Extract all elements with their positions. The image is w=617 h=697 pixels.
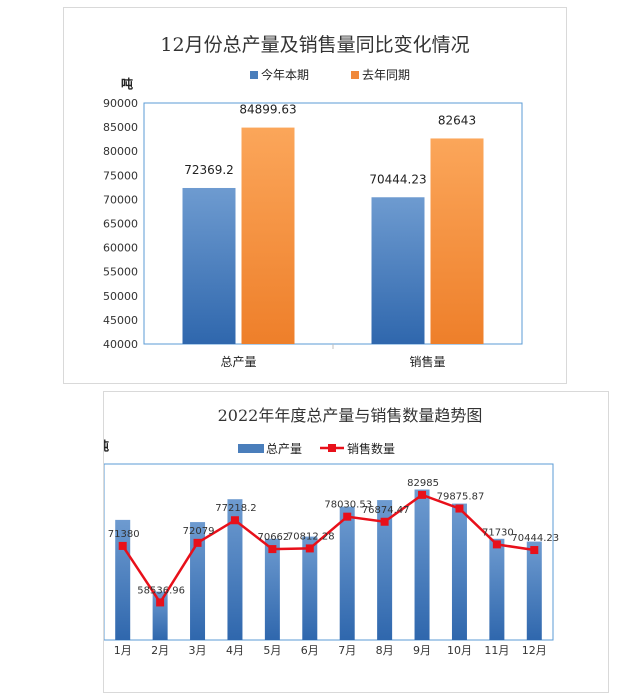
data-label: 70444.23: [369, 172, 426, 186]
y-tick-label: 75000: [103, 169, 138, 182]
legend: 总产量 销售数量: [238, 441, 395, 456]
legend-label: 总产量: [266, 442, 302, 456]
y-axis-unit: 吨: [121, 76, 133, 91]
y-tick-label: 45000: [103, 314, 138, 327]
bars: [115, 489, 542, 640]
x-tick-label: 销售量: [409, 354, 445, 369]
series-line: [121, 493, 535, 605]
bar: [526, 541, 542, 640]
line-marker: [193, 538, 202, 547]
y-tick-label: 90000: [103, 97, 138, 110]
line-marker: [343, 512, 352, 521]
x-tick-label: 4月: [226, 644, 244, 657]
x-tick-label: 1月: [114, 644, 132, 657]
x-tick-label: 8月: [376, 644, 394, 657]
x-tick-label: 12月: [522, 644, 547, 657]
chart-title: 2022年年度总产量与销售数量趋势图: [218, 406, 483, 425]
data-label: 82643: [438, 113, 476, 127]
legend-label: 今年本期: [261, 67, 309, 82]
line-marker: [455, 504, 464, 513]
legend-label: 去年同期: [362, 68, 410, 82]
legend-swatch: [250, 71, 258, 79]
x-tick-label: 7月: [338, 644, 356, 657]
legend-swatch: [351, 71, 359, 79]
line-marker: [230, 516, 239, 525]
legend: 今年本期 去年同期: [250, 67, 410, 82]
data-label: 76874.47: [362, 505, 410, 516]
x-axis: 总产量 销售量: [220, 344, 446, 369]
line-marker: [305, 544, 314, 553]
x-tick-label: 5月: [263, 644, 281, 657]
data-label: 79875.87: [437, 492, 485, 503]
bar: [489, 538, 505, 640]
bar: [302, 536, 318, 640]
legend-swatch: [238, 444, 264, 453]
line-marker: [380, 517, 389, 526]
data-label: 58536.96: [137, 585, 185, 596]
bar-chart-monthly-comparison: 12月份总产量及销售量同比变化情况 吨 今年本期 去年同期 40000 45000 5…: [103, 34, 523, 369]
bar: [241, 127, 295, 344]
data-label: 71380: [108, 529, 140, 540]
data-label: 82985: [407, 478, 439, 489]
line-marker: [530, 546, 539, 555]
line-marker: [156, 598, 165, 607]
line-marker: [268, 545, 277, 554]
data-label: 78030.53: [324, 500, 372, 511]
data-label: 70662: [257, 532, 289, 543]
y-axis: 40000 45000 50000 55000 60000 65000 70000 75000…: [103, 97, 138, 351]
y-tick-label: 60000: [103, 242, 138, 255]
bar: [451, 503, 467, 640]
line-marker: [492, 540, 501, 549]
bar: [190, 522, 206, 640]
legend-label: 销售数量: [347, 441, 395, 456]
y-tick-label: 40000: [103, 338, 138, 351]
x-tick-label: 总产量: [220, 355, 256, 369]
y-axis-unit: 吨: [104, 438, 109, 453]
data-label: 70444.23: [511, 533, 559, 544]
plot-area-border: [104, 463, 554, 641]
chart-title: 12月份总产量及销售量同比变化情况: [160, 34, 469, 56]
bar: [430, 138, 484, 344]
bar: [414, 489, 430, 640]
y-tick-label: 65000: [103, 218, 138, 231]
y-tick-label: 80000: [103, 145, 138, 158]
x-tick-label: 6月: [301, 644, 319, 657]
x-axis: 1月 2月 3月 4月 5月 6月 7月 8月 9月 10月 11月 12月: [114, 644, 547, 657]
y-tick-label: 55000: [103, 266, 138, 279]
y-tick-label: 70000: [103, 193, 138, 206]
x-tick-label: 3月: [189, 644, 207, 657]
bar: [264, 538, 280, 640]
data-label: 71730: [482, 527, 514, 538]
bar: [371, 197, 425, 344]
data-label: 72079: [183, 526, 215, 537]
bars: 72369.2 84899.63 70444.23 82643: [182, 103, 484, 344]
bar: [377, 500, 393, 640]
x-tick-label: 9月: [413, 644, 431, 657]
data-label: 72369.2: [184, 163, 234, 177]
data-label: 84899.63: [239, 103, 296, 117]
bar: [182, 187, 236, 344]
legend-marker: [328, 444, 336, 452]
chart-panel-monthly-comparison: 12月份总产量及销售量同比变化情况 吨 今年本期 去年同期 40000 45000 5…: [63, 7, 567, 384]
y-tick-label: 50000: [103, 290, 138, 303]
data-label: 77218.2: [215, 503, 256, 514]
line-marker: [418, 490, 427, 499]
y-tick-label: 85000: [103, 121, 138, 134]
data-label: 70812.28: [287, 531, 335, 542]
bar: [339, 506, 355, 640]
x-tick-label: 2月: [151, 644, 169, 657]
bar: [227, 499, 243, 640]
x-tick-label: 11月: [484, 644, 509, 657]
line-marker: [118, 541, 127, 550]
x-tick-label: 10月: [447, 644, 472, 657]
